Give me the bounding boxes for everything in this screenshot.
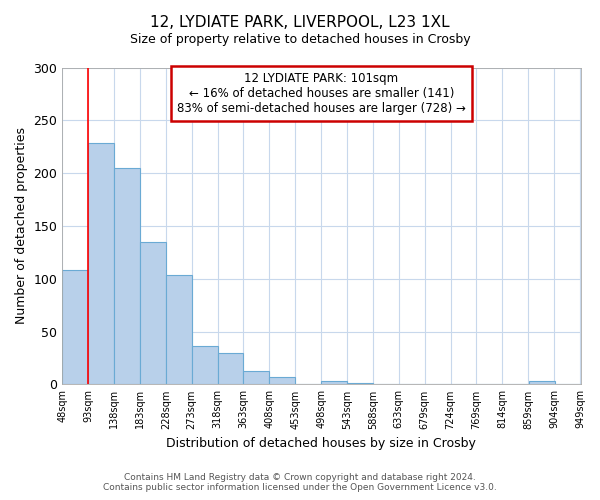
Bar [140,242,166,384]
Bar [244,370,269,384]
Bar [114,168,140,384]
Bar [88,142,114,384]
Bar [218,352,244,384]
Text: 12 LYDIATE PARK: 101sqm
← 16% of detached houses are smaller (141)
83% of semi-d: 12 LYDIATE PARK: 101sqm ← 16% of detache… [177,72,466,116]
Y-axis label: Number of detached properties: Number of detached properties [15,128,28,324]
X-axis label: Distribution of detached houses by size in Crosby: Distribution of detached houses by size … [166,437,476,450]
Bar [529,382,554,384]
Bar [62,270,88,384]
Bar [192,346,218,385]
Text: 12, LYDIATE PARK, LIVERPOOL, L23 1XL: 12, LYDIATE PARK, LIVERPOOL, L23 1XL [150,15,450,30]
Bar [269,377,295,384]
Text: Size of property relative to detached houses in Crosby: Size of property relative to detached ho… [130,32,470,46]
Bar [166,274,192,384]
Text: Contains HM Land Registry data © Crown copyright and database right 2024.
Contai: Contains HM Land Registry data © Crown c… [103,473,497,492]
Bar [321,382,347,384]
